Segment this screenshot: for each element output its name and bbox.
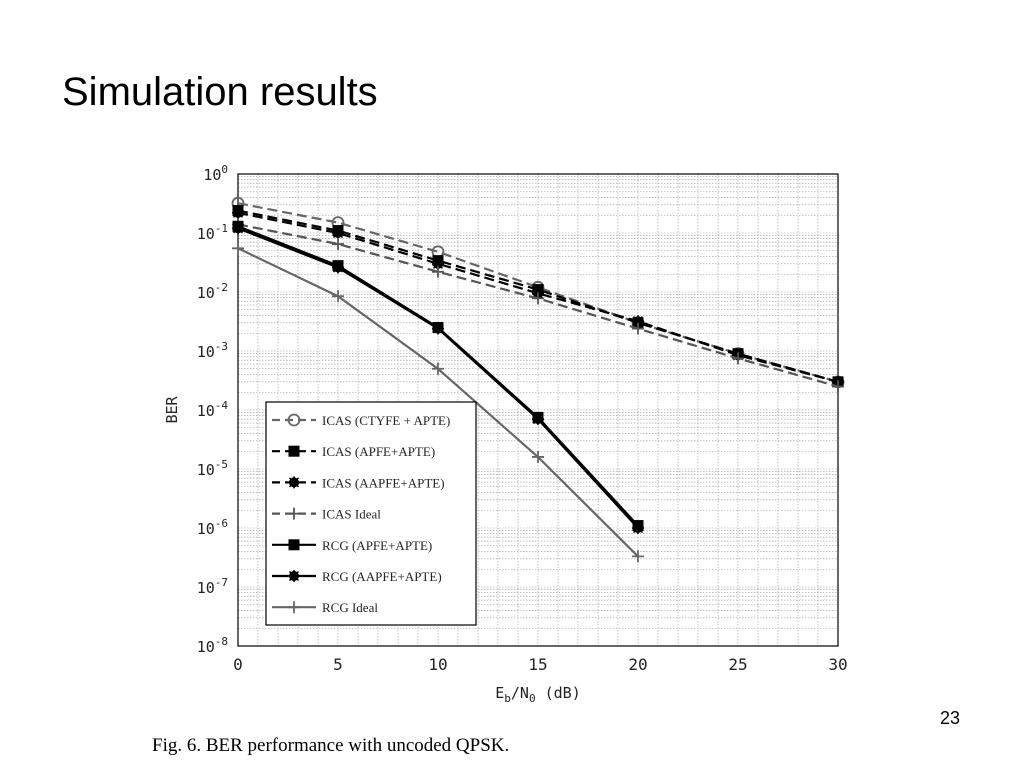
marker-star-rays: [632, 522, 644, 534]
legend-label: RCG (APFE+APTE): [322, 538, 432, 553]
axes-frame: [237, 173, 839, 647]
page-number: 23: [940, 708, 961, 728]
x-tick-label: 0: [233, 655, 243, 674]
x-tick-label: 10: [428, 655, 447, 674]
series-3: [232, 206, 844, 388]
marker-plus: [632, 550, 644, 563]
marker-star-rays: [288, 476, 300, 489]
marker-star-rays: [532, 413, 544, 426]
legend-label: RCG (AAPFE+APTE): [322, 569, 442, 584]
marker-square: [288, 539, 300, 551]
marker-plus: [732, 352, 744, 365]
y-tick-label: 10-1: [197, 222, 228, 243]
y-tick-label: 10-6: [197, 517, 228, 538]
series-4: [232, 218, 844, 393]
y-axis-label: BER: [163, 395, 181, 423]
x-tick-label: 25: [728, 655, 747, 674]
marker-plus: [288, 601, 300, 614]
x-tick-label: 20: [628, 655, 647, 674]
figure-caption: Fig. 6. BER performance with uncoded QPS…: [152, 735, 510, 756]
slide-title: Simulation results: [62, 70, 378, 114]
y-tick-label: 100: [203, 163, 228, 184]
marker-plus: [432, 362, 444, 375]
legend-label: ICAS Ideal: [322, 507, 381, 522]
chart-legend: ICAS (CTYFE + APTE) ICAS (APFE+APTE) ICAS …: [265, 401, 477, 626]
marker-plus: [532, 292, 544, 305]
marker-plus: [432, 265, 444, 278]
marker-square: [288, 445, 300, 457]
y-tick-label: 10-4: [197, 399, 229, 420]
legend-label: RCG Ideal: [322, 600, 378, 615]
legend-label: ICAS (CTYFE + APTE): [322, 413, 450, 428]
series-6: [232, 222, 644, 534]
marker-star-rays: [432, 322, 444, 335]
legend-label: ICAS (APFE+APTE): [322, 444, 435, 459]
marker-plus: [288, 507, 300, 520]
x-tick-label: 5: [333, 655, 343, 674]
y-tick-label: 10-7: [197, 576, 228, 597]
marker-star-rays: [288, 570, 300, 582]
marker-star-rays: [332, 227, 344, 239]
legend-label: ICAS (AAPFE+APTE): [322, 475, 445, 490]
series-7: [232, 242, 644, 563]
x-tick-label: 30: [828, 655, 847, 674]
marker-plus: [332, 238, 344, 251]
marker-plus: [332, 290, 344, 303]
marker-star-rays: [232, 222, 244, 235]
marker-plus: [632, 322, 644, 335]
marker-plus: [532, 450, 544, 463]
y-tick-label: 10-3: [197, 340, 228, 361]
y-tick-label: 10-2: [197, 281, 228, 302]
legend-box: [265, 401, 477, 626]
y-tick-label: 10-8: [197, 635, 228, 656]
marker-circle: [287, 413, 301, 427]
y-tick-label: 10-5: [197, 458, 228, 479]
x-axis-label: Eb/N0 (dB): [495, 684, 581, 705]
marker-star-rays: [432, 257, 444, 270]
marker-plus: [232, 242, 244, 255]
marker-star-rays: [232, 206, 244, 219]
marker-star-rays: [632, 315, 644, 328]
marker-star-rays: [332, 261, 344, 274]
x-tick-label: 15: [528, 655, 547, 674]
marker-plus: [832, 380, 844, 393]
